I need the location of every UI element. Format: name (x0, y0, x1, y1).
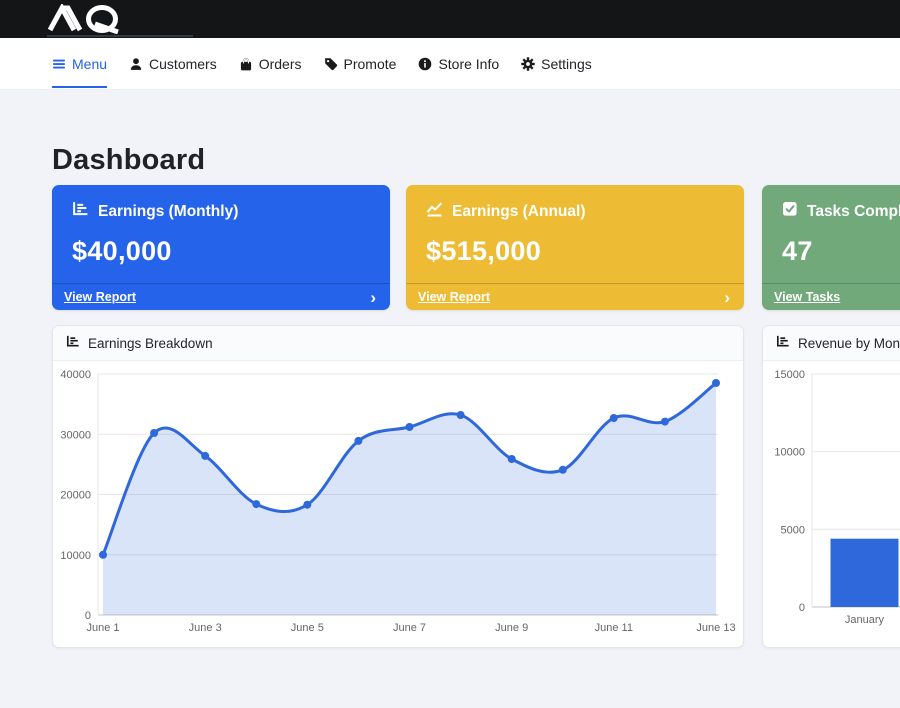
nav-item-settings[interactable]: Settings (521, 38, 592, 89)
svg-text:5000: 5000 (781, 524, 805, 536)
chart-line-icon (426, 201, 443, 222)
earnings-breakdown-card: Earnings Breakdown 0 10000 20000 30000 40000… (52, 325, 744, 648)
stat-card-earnings-monthly: Earnings (Monthly) $40,000 View Report › (52, 185, 390, 310)
stat-card-value: $515,000 (426, 236, 542, 266)
bag-icon (239, 57, 253, 71)
stat-card-earnings-annual: Earnings (Annual) $515,000 View Report › (406, 185, 744, 310)
hamburger-icon (52, 57, 66, 71)
check-square-icon (782, 201, 798, 222)
svg-text:30000: 30000 (60, 429, 91, 441)
svg-text:June 9: June 9 (495, 622, 528, 634)
nav-item-label: Settings (541, 55, 592, 72)
stat-card-title: Tasks Completed (807, 202, 900, 220)
stat-card-title: Earnings (Annual) (452, 202, 586, 220)
svg-text:40000: 40000 (60, 369, 91, 381)
stat-card-footer: View Tasks › (762, 283, 900, 310)
stat-card-value: 47 (782, 236, 813, 266)
revenue-by-month-chart[interactable]: 0 5000 10000 15000 January (763, 361, 900, 647)
nav-item-customers[interactable]: Customers (129, 38, 217, 89)
top-app-bar (0, 0, 900, 38)
nav-item-label: Menu (72, 55, 108, 72)
chevron-right-icon[interactable]: › (370, 287, 376, 307)
main-navbar: Menu Customers Orders Promote Store Info (0, 38, 900, 90)
stat-card-value: $40,000 (72, 236, 172, 266)
svg-text:June 5: June 5 (291, 622, 324, 634)
svg-text:10000: 10000 (774, 447, 805, 459)
page-title: Dashboard (52, 144, 206, 176)
info-circle-icon (418, 57, 432, 71)
earnings-breakdown-chart[interactable]: 0 10000 20000 30000 40000 June 1 June 3 June 5 J… (53, 361, 743, 647)
chart-bar-icon (72, 201, 89, 222)
stat-card-tasks-completed: Tasks Completed 47 View Tasks › (762, 185, 900, 310)
svg-text:June 11: June 11 (595, 622, 633, 634)
svg-text:20000: 20000 (60, 490, 91, 502)
tag-icon (324, 57, 338, 71)
chart-card-title: Revenue by Month (798, 335, 900, 351)
chart-card-header: Earnings Breakdown (53, 326, 743, 361)
nav-item-label: Customers (149, 55, 217, 72)
chart-card-header: Revenue by Month (763, 326, 900, 361)
svg-text:15000: 15000 (774, 369, 805, 381)
logo-underline (47, 35, 193, 37)
svg-text:0: 0 (85, 610, 91, 622)
nav-item-label: Orders (258, 55, 302, 72)
view-report-link[interactable]: View Report (64, 290, 137, 304)
revenue-by-month-card: Revenue by Month 0 5000 10000 15000 January (762, 325, 900, 648)
svg-text:June 3: June 3 (189, 622, 222, 634)
stat-card-footer: View Report › (406, 283, 744, 310)
nav-item-store-info[interactable]: Store Info (418, 38, 499, 89)
chart-bar-icon (66, 335, 80, 351)
stat-card-footer: View Report › (52, 283, 390, 310)
svg-text:June 1: June 1 (86, 622, 119, 634)
svg-text:0: 0 (799, 602, 805, 614)
person-icon (129, 57, 143, 71)
svg-text:June 13: June 13 (696, 622, 735, 634)
svg-text:January: January (845, 614, 885, 626)
svg-text:June 7: June 7 (393, 622, 426, 634)
chart-card-title: Earnings Breakdown (88, 335, 213, 351)
chevron-right-icon[interactable]: › (724, 287, 730, 307)
view-report-link[interactable]: View Report (418, 290, 491, 304)
nav-item-promote[interactable]: Promote (324, 38, 397, 89)
aiq-logo-icon[interactable] (47, 2, 131, 39)
nav-item-label: Promote (343, 55, 397, 72)
nav-item-orders[interactable]: Orders (239, 38, 302, 89)
view-tasks-link[interactable]: View Tasks (774, 290, 841, 304)
nav-item-label: Store Info (438, 55, 500, 72)
stat-card-title: Earnings (Monthly) (98, 202, 239, 220)
svg-text:10000: 10000 (60, 550, 91, 562)
nav-item-menu[interactable]: Menu (52, 38, 108, 89)
gear-icon (521, 56, 535, 71)
chart-bar-icon (776, 335, 790, 351)
